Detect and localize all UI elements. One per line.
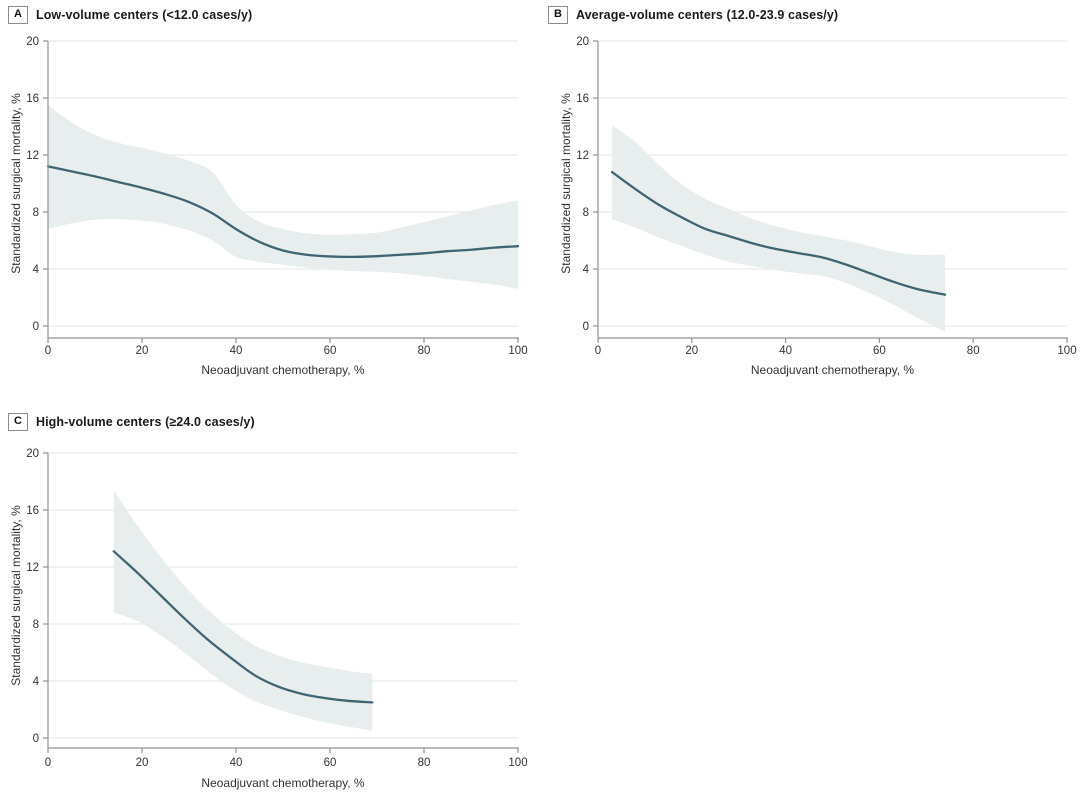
x-axis-label: Neoadjuvant chemotherapy, %: [751, 363, 915, 377]
panel-c-title: High-volume centers (≥24.0 cases/y): [35, 415, 255, 429]
y-tick-label-20: 20: [26, 448, 39, 460]
y-tick-label-4: 4: [33, 676, 40, 688]
x-axis-label: Neoadjuvant chemotherapy, %: [201, 776, 365, 790]
mortality-trend-line: [610, 170, 947, 296]
panel-b-letter-badge: B: [548, 6, 568, 24]
x-tick-label-20: 20: [685, 345, 698, 357]
y-tick-label-16: 16: [26, 505, 39, 517]
x-tick-label-80: 80: [967, 345, 980, 357]
panel-a-chart: 0 4 8 12 16 20 0 20 40 60 80 100 Neoadjuvant chemoth…: [9, 36, 528, 377]
panel-a: A Low-volume centers (<12.0 cases/y) 0 4 8…: [0, 0, 540, 400]
panel-a-letter-badge: A: [8, 6, 28, 24]
panel-a-title: Low-volume centers (<12.0 cases/y): [35, 8, 253, 22]
y-axis-label: Standardized surgical mortality, %: [9, 93, 23, 274]
y-tick-label-0: 0: [33, 321, 39, 333]
panel-a-header: A Low-volume centers (<12.0 cases/y): [8, 6, 252, 24]
x-tick-label-100: 100: [508, 757, 527, 769]
x-tick-label-0: 0: [595, 345, 601, 357]
panel-c-header: C High-volume centers (≥24.0 cases/y): [8, 413, 255, 431]
x-tick-label-100: 100: [1057, 345, 1076, 357]
panel-c-letter-badge: C: [8, 413, 28, 431]
panel-c-chart: 0 4 8 12 16 20 0 20 40 60 80 100 Neoadjuvant chemoth…: [9, 448, 528, 790]
x-tick-label-0: 0: [45, 345, 51, 357]
confidence-band: [113, 490, 373, 731]
panel-b-header: B Average-volume centers (12.0-23.9 case…: [548, 6, 838, 24]
x-tick-label-40: 40: [230, 345, 243, 357]
x-tick-label-0: 0: [45, 757, 51, 769]
y-tick-label-12: 12: [26, 150, 39, 162]
y-tick-label-4: 4: [33, 264, 40, 276]
mortality-trend-line: [112, 550, 374, 704]
y-axis-label: Standardized surgical mortality, %: [559, 93, 573, 274]
x-tick-label-80: 80: [418, 757, 431, 769]
panel-c: C High-volume centers (≥24.0 cases/y) 0 4…: [0, 405, 540, 797]
mortality-trend-line: [46, 165, 520, 259]
y-tick-label-12: 12: [576, 150, 589, 162]
x-tick-label-100: 100: [508, 345, 527, 357]
y-tick-label-12: 12: [26, 562, 39, 574]
y-tick-label-0: 0: [33, 733, 39, 745]
y-axis-label: Standardized surgical mortality, %: [9, 505, 23, 686]
x-tick-label-60: 60: [873, 345, 886, 357]
x-tick-label-20: 20: [136, 345, 149, 357]
confidence-band: [612, 125, 946, 332]
y-tick-label-16: 16: [576, 93, 589, 105]
y-tick-label-0: 0: [583, 321, 589, 333]
y-tick-label-8: 8: [33, 619, 39, 631]
confidence-band: [48, 105, 518, 289]
panel-b-title: Average-volume centers (12.0-23.9 cases/…: [575, 8, 839, 22]
y-tick-label-16: 16: [26, 93, 39, 105]
panel-b: B Average-volume centers (12.0-23.9 case…: [540, 0, 1080, 400]
x-tick-label-20: 20: [136, 757, 149, 769]
x-tick-label-60: 60: [324, 345, 337, 357]
x-tick-label-60: 60: [324, 757, 337, 769]
y-tick-label-8: 8: [33, 207, 39, 219]
y-tick-label-20: 20: [26, 36, 39, 48]
y-tick-label-20: 20: [576, 36, 589, 48]
x-tick-label-40: 40: [779, 345, 792, 357]
y-tick-label-8: 8: [583, 207, 589, 219]
x-tick-label-80: 80: [418, 345, 431, 357]
y-tick-label-4: 4: [583, 264, 590, 276]
x-tick-label-40: 40: [230, 757, 243, 769]
x-axis-label: Neoadjuvant chemotherapy, %: [201, 363, 365, 377]
panel-b-chart: 0 4 8 12 16 20 0 20 40 60 80 100 Neoadjuvant chemoth…: [559, 36, 1077, 377]
